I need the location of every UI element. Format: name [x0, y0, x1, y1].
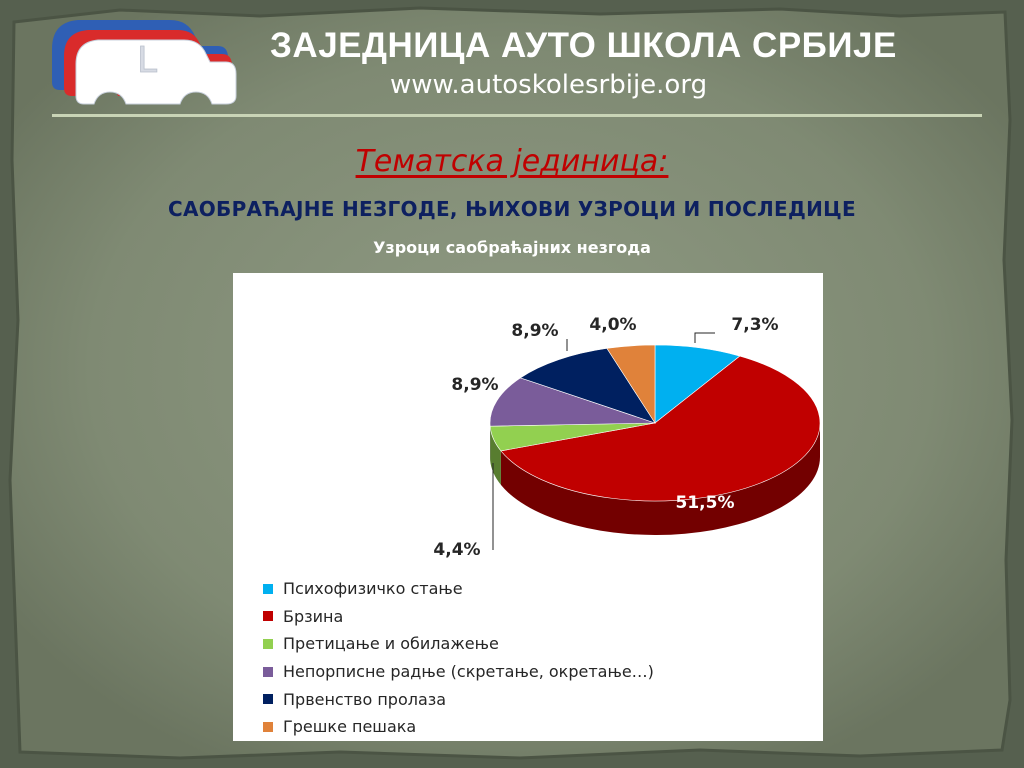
legend-swatch-1	[263, 611, 273, 622]
legend-label-1: Брзина	[283, 606, 344, 626]
legend-label-3: Непорписне радње (скретање, окретање…)	[283, 662, 654, 682]
data-label-5: 4,0%	[589, 315, 636, 335]
pie-slice-3	[489, 377, 656, 427]
data-label-4: 8,9%	[511, 321, 558, 341]
chart-legend: Психофизичко стање Брзина Претицање и обил…	[263, 575, 654, 741]
data-label-1: 51,5%	[676, 493, 735, 513]
data-label-3: 8,9%	[451, 375, 498, 395]
legend-swatch-3	[263, 666, 273, 677]
legend-label-5: Грешке пешака	[283, 717, 417, 737]
legend-item-4: Првенство пролаза	[263, 685, 654, 713]
chart-panel: 7,3% 51,5% 4,4% 8,9% 8,9% 4,0% Психофизичко с…	[233, 273, 823, 741]
legend-item-1: Брзина	[263, 603, 654, 631]
topic-label: Тематска јединица:	[355, 144, 669, 179]
pie-data-labels: 7,3% 51,5% 4,4% 8,9% 8,9% 4,0%	[433, 315, 778, 560]
organization-title: ЗАЈЕДНИЦА АУТО ШКОЛА СРБИЈЕ	[270, 26, 897, 65]
legend-swatch-0	[263, 583, 273, 594]
header-divider	[52, 114, 982, 117]
data-label-2: 4,4%	[433, 540, 480, 560]
pie-side-1	[500, 423, 820, 535]
pie-slice-1	[500, 355, 821, 502]
pie-chart: 7,3% 51,5% 4,4% 8,9% 8,9% 4,0%	[433, 315, 821, 560]
legend-swatch-2	[263, 638, 273, 649]
legend-swatch-5	[263, 721, 273, 732]
logo-letter: L	[137, 40, 157, 81]
legend-item-3: Непорписне радње (скретање, окретање…)	[263, 658, 654, 686]
leader-line-0	[694, 332, 715, 343]
legend-label-4: Првенство пролаза	[283, 689, 447, 709]
legend-label-0: Психофизичко стање	[283, 579, 463, 599]
chart-subtitle: Узроци саобраћајних незгода	[373, 238, 651, 257]
legend-swatch-4	[263, 694, 273, 705]
data-label-0: 7,3%	[731, 315, 778, 335]
pie-slice-5	[606, 344, 656, 425]
legend-item-2: Претицање и обилажење	[263, 630, 654, 658]
topic-title: САОБРАЋАЈНЕ НЕЗГОДЕ, ЊИХОВИ УЗРОЦИ И ПОС…	[168, 197, 856, 221]
legend-item-0: Психофизичко стање	[263, 575, 654, 603]
website-url[interactable]: www.autoskolesrbije.org	[390, 70, 708, 100]
pie-top	[489, 344, 821, 502]
pie-slice-0	[654, 344, 741, 424]
legend-item-5: Грешке пешака	[263, 713, 654, 741]
pie-slice-4	[519, 348, 656, 424]
car-logo-icon: L	[52, 20, 237, 105]
legend-label-2: Претицање и обилажење	[283, 634, 499, 654]
